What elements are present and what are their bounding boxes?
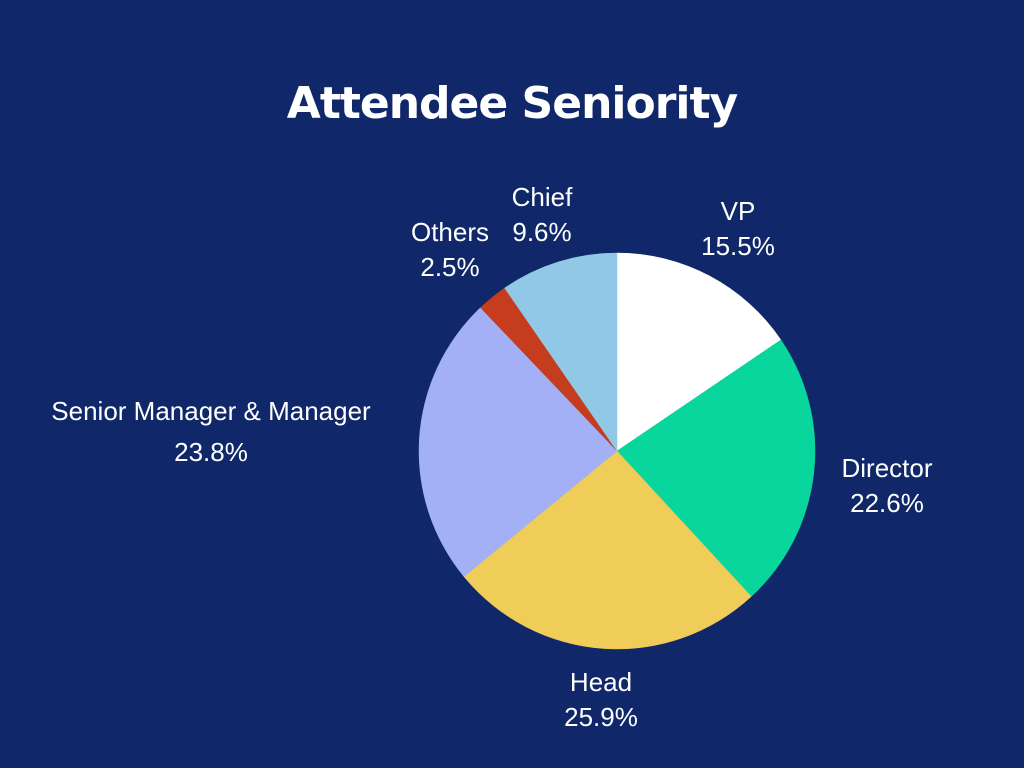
chart-title: Attendee Seniority [286,78,738,129]
pie-slice-vp [616,252,782,452]
slice-label-chief: Chief 9.6% [512,180,573,250]
pie-slice-chief [504,252,618,452]
slice-label-value: 9.6% [512,217,572,247]
slice-label-name: Senior Manager & Manager [51,396,371,426]
slice-label-name: Head [569,667,633,697]
slice-label-head: Head 25.9% [564,665,638,735]
slice-label-name: Director [841,453,933,483]
slice-label-director: Director 22.6% [841,451,932,521]
pie-slice-senior-manager-manager [418,307,618,577]
slice-label-vp: VP 15.5% [701,194,775,264]
slice-label-value: 15.5% [701,231,775,261]
pie-slice-head [463,450,752,650]
slice-label-name: Chief [511,182,573,212]
slice-label-value: 23.8% [174,437,248,467]
slice-label-name: VP [720,196,756,226]
slice-label-senior-manager-manager: Senior Manager & Manager 23.8% [51,394,370,470]
slice-label-value: 22.6% [850,488,924,518]
slice-label-value: 25.9% [564,702,638,732]
pie-slice-director [616,339,816,597]
slice-label-others: Others 2.5% [411,215,489,285]
slice-label-name: Others [410,217,490,247]
slice-label-value: 2.5% [420,252,480,282]
